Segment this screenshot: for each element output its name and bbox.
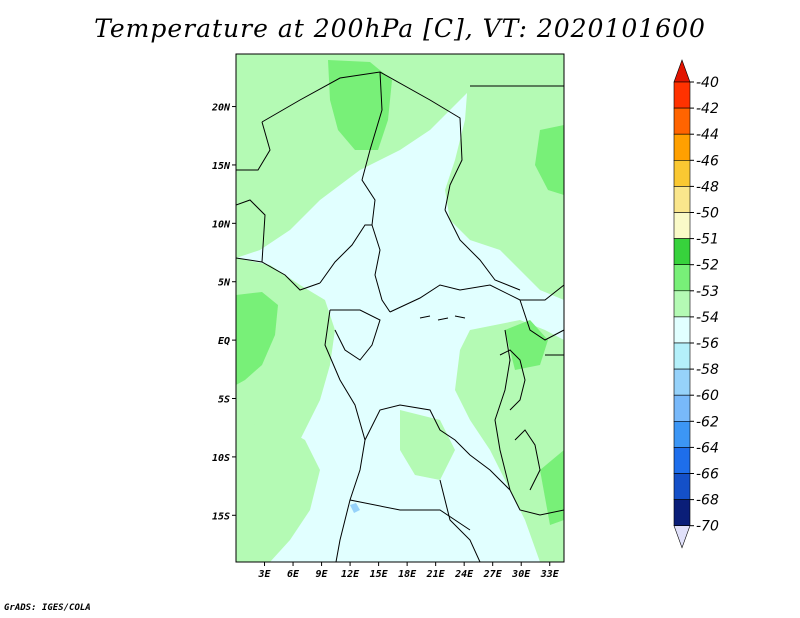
region-mozambique [540, 450, 564, 525]
legend-label: -60 [696, 388, 719, 404]
lon-tick-label: 21E [426, 569, 446, 580]
legend-swatch [673, 160, 691, 187]
lat-tick-label: 10S [212, 453, 230, 464]
lon-tick-label: 6E [287, 569, 300, 580]
country-borders [236, 71, 564, 562]
legend-label: -54 [696, 310, 719, 326]
legend-swatch [673, 133, 691, 161]
legend-swatch [673, 81, 691, 109]
legend-label: -64 [696, 440, 719, 456]
legend-swatch [673, 264, 691, 292]
legend-swatch [673, 238, 691, 266]
lon-tick-label: 15E [370, 569, 389, 580]
region-angola [400, 410, 455, 480]
legend-swatch [673, 186, 691, 213]
map-title: Temperature at 200hPa [C], VT: 202010160… [94, 14, 706, 43]
longitude-axis: 3E 6E 9E 12E 15E 18E 21E 24E 27E 30E 33E [257, 562, 560, 580]
legend-label: -53 [696, 284, 719, 300]
legend-top-arrow [673, 59, 691, 83]
legend-label: -50 [696, 206, 719, 222]
lon-tick-label: 9E [316, 569, 329, 580]
region-east-lakes [455, 320, 564, 562]
lat-tick-label: 5S [218, 395, 230, 406]
legend-bottom-arrow [673, 525, 691, 549]
temperature-fields [236, 54, 564, 562]
legend-label: -42 [696, 101, 719, 117]
lon-tick-label: 3E [257, 569, 271, 580]
lat-tick-label: 5N [218, 278, 231, 289]
legend-swatch [673, 316, 691, 344]
region-sahel-north [236, 54, 470, 258]
map-frame [235, 53, 565, 563]
lon-tick-label: 12E [341, 569, 360, 580]
legend-label: -68 [696, 493, 719, 509]
legend-swatch [673, 368, 691, 396]
legend-swatch [673, 473, 691, 500]
lat-tick-label: EQ [218, 336, 230, 347]
region-southwest-band [236, 420, 320, 562]
lon-tick-label: 27E [483, 569, 503, 580]
latitude-axis: 20N 15N 10N 5N EQ 5S 10S 15S [211, 103, 236, 522]
legend-label: -66 [696, 467, 719, 483]
legend-label: -48 [696, 179, 719, 195]
legend-swatch [673, 342, 691, 370]
legend-swatch [673, 290, 691, 318]
legend-swatch [673, 394, 691, 422]
lon-tick-label: 30E [511, 569, 531, 580]
region-rwanda [505, 320, 548, 370]
lon-tick-label: 24E [454, 569, 474, 580]
legend-label: -46 [696, 153, 719, 169]
lat-tick-label: 15S [212, 511, 230, 522]
lon-tick-label: 33E [540, 569, 560, 580]
legend-label: -62 [696, 414, 719, 430]
legend-label: -56 [696, 336, 719, 352]
legend-label: -58 [696, 362, 719, 378]
legend-swatch [673, 420, 691, 448]
legend-swatch [673, 499, 691, 527]
region-chad-north [328, 60, 392, 150]
grads-credit: GrADS: IGES/COLA [4, 603, 91, 613]
color-legend: -40 -42 -44 -46 -48 -50 -51 -52 -53 -54 -56 -58 -60 -… [673, 59, 719, 549]
region-cold-spot [350, 503, 360, 513]
lat-tick-label: 20N [211, 103, 231, 114]
region-northeast-spot [535, 125, 564, 195]
lat-tick-label: 15N [212, 161, 231, 172]
region-northeast [445, 54, 564, 300]
lon-tick-label: 18E [398, 569, 417, 580]
legend-label: -70 [696, 519, 719, 535]
lat-tick-label: 10N [212, 219, 231, 230]
legend-swatch [673, 212, 691, 239]
legend-label: -44 [696, 127, 719, 143]
legend-label: -52 [696, 258, 719, 274]
legend-label: -40 [696, 75, 719, 91]
legend-label: -51 [696, 232, 719, 248]
legend-swatch [673, 107, 691, 135]
region-gabon [236, 292, 278, 385]
legend-swatch [673, 447, 691, 474]
